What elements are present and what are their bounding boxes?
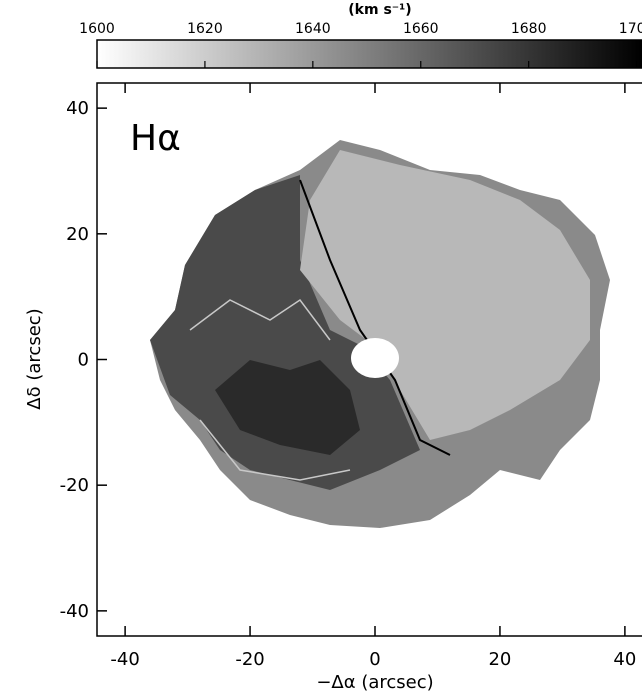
contour — [189, 298, 351, 481]
colorbar-tick-label: 1680 — [511, 21, 547, 37]
x-tick-label: 20 — [488, 649, 511, 670]
colorbar-tick-label: 1700 — [619, 21, 642, 37]
x-tick-label: 40 — [613, 649, 636, 670]
y-tick-label: -40 — [60, 601, 89, 622]
velocity-map — [150, 140, 610, 528]
x-tick-label: -40 — [110, 649, 139, 670]
x-tick-label: -20 — [235, 649, 264, 670]
masked-core — [351, 338, 399, 378]
y-tick-label: 40 — [66, 98, 89, 119]
map-region — [215, 360, 360, 455]
line-label: Hα — [130, 118, 181, 159]
x-tick-label: 0 — [369, 649, 380, 670]
colorbar-tick-label: 1600 — [79, 21, 115, 37]
colorbar-tick-label: 1620 — [187, 21, 223, 37]
y-tick-label: 20 — [66, 224, 89, 245]
y-axis-label: Δδ (arcsec) — [24, 308, 45, 409]
colorbar-label: (km s⁻¹) — [348, 2, 411, 18]
y-tick-label: -20 — [60, 475, 89, 496]
axes: -40 -20 0 20 40 40 20 0 -20 -40 — [60, 83, 636, 670]
map-region — [300, 150, 590, 440]
colorbar-tick-label: 1640 — [295, 21, 331, 37]
colorbar — [96, 39, 642, 69]
x-axis-label: −Δα (arcsec) — [316, 672, 433, 693]
colorbar-tick-label: 1660 — [403, 21, 439, 37]
y-tick-label: 0 — [78, 350, 89, 371]
